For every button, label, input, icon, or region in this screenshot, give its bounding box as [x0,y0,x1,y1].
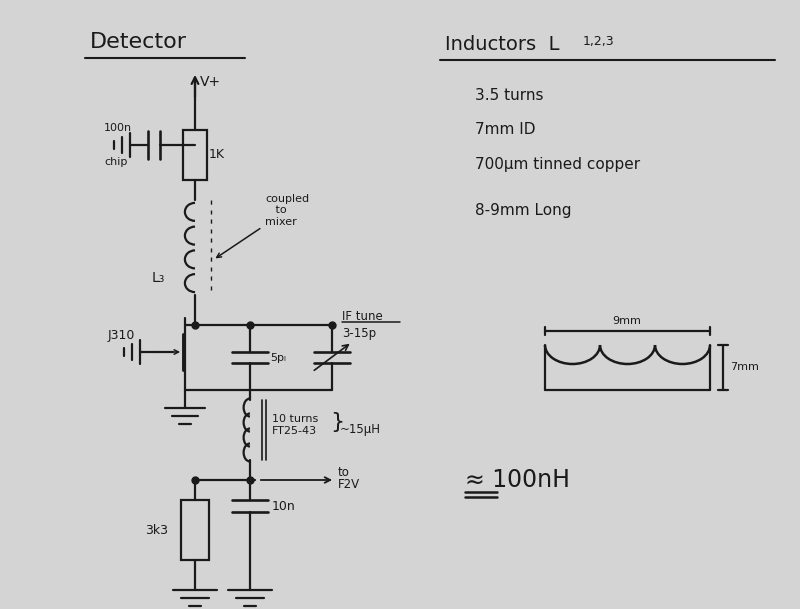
Text: 3.5 turns: 3.5 turns [475,88,543,102]
Text: 1K: 1K [209,149,225,161]
Text: 7mm: 7mm [730,362,759,372]
Text: coupled
   to
mixer: coupled to mixer [217,194,309,258]
Text: 100n: 100n [104,123,132,133]
Bar [183,130,207,180]
Text: Inductors  L: Inductors L [445,35,559,54]
Text: 10n: 10n [272,499,296,513]
Text: 5pₗ: 5pₗ [270,353,286,363]
Text: to: to [338,465,350,479]
Text: chip: chip [104,157,128,167]
Text: 700μm tinned copper: 700μm tinned copper [475,158,640,172]
Text: ~15μH: ~15μH [340,423,381,437]
Text: 3-15p: 3-15p [342,328,376,340]
Text: L₃: L₃ [152,271,166,285]
Text: }: } [330,412,344,432]
Text: 10 turns
FT25-43: 10 turns FT25-43 [272,414,318,436]
Text: 7mm ID: 7mm ID [475,122,535,138]
Text: ≈ 100nH: ≈ 100nH [465,468,570,492]
Text: Detector: Detector [90,32,187,52]
Text: V+: V+ [200,75,221,89]
Text: J310: J310 [108,328,135,342]
Text: IF tune: IF tune [342,309,382,323]
Text: 8-9mm Long: 8-9mm Long [475,203,571,217]
Text: F2V: F2V [338,479,360,491]
Text: 9mm: 9mm [613,316,642,326]
Bar [181,500,209,560]
Text: 1,2,3: 1,2,3 [583,35,614,49]
Text: 3k3: 3k3 [145,524,168,537]
